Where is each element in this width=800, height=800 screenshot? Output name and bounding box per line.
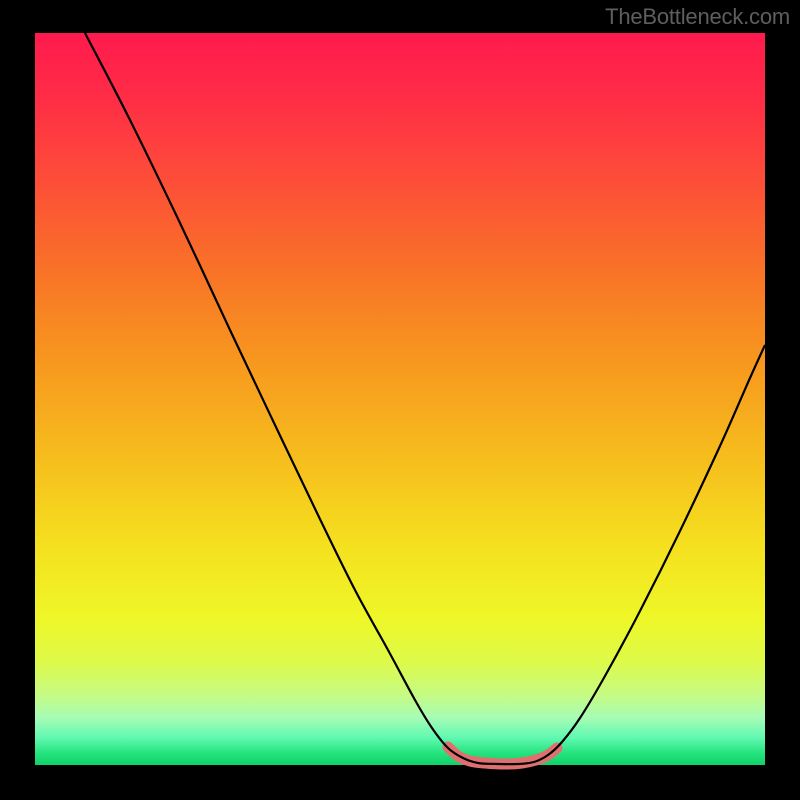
bottleneck-chart bbox=[0, 0, 800, 800]
watermark-label: TheBottleneck.com bbox=[605, 4, 790, 30]
chart-stage: TheBottleneck.com bbox=[0, 0, 800, 800]
plot-background bbox=[35, 33, 765, 765]
